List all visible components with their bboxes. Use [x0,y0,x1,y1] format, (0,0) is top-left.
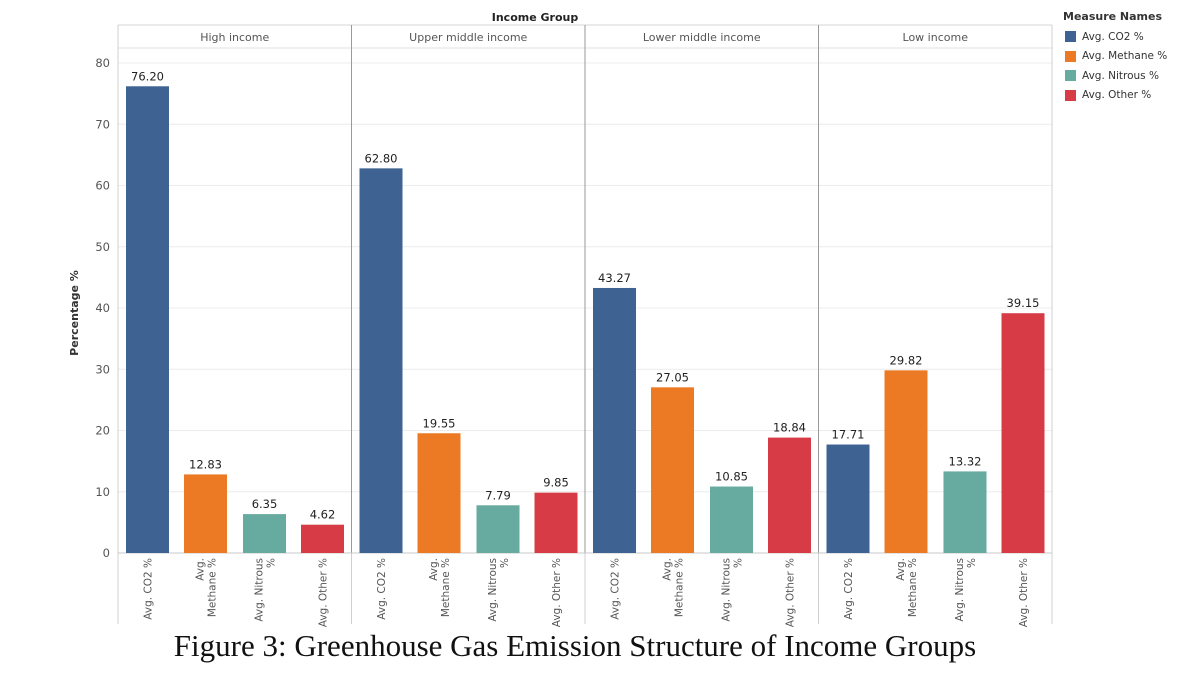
category-tick-label: Avg. Nitrous [487,558,499,622]
category-tick-label: Avg. CO2 % [610,558,622,620]
y-tick-label: 50 [95,240,110,254]
bar [534,492,578,553]
y-tick-label: 40 [95,301,110,315]
category-tick-label: Avg. [428,558,440,581]
category-tick-label: % [966,558,978,568]
category-tick-label: Avg. [195,558,207,581]
legend-label: Avg. Other % [1082,89,1152,102]
y-tick-label: 70 [95,117,110,131]
category-tick-label: Avg. Nitrous [254,558,266,622]
group-header-label: High income [200,31,269,44]
legend-item-nitrous[interactable]: Avg. Nitrous % [1063,66,1167,86]
y-tick-label: 20 [95,424,110,438]
data-label: 76.20 [131,69,164,83]
bar [359,168,403,553]
data-label: 6.35 [252,497,278,511]
legend-swatch [1065,31,1076,43]
category-tick-label: Avg. Other % [551,558,563,627]
category-tick-label: Avg. CO2 % [843,558,855,620]
data-label: 7.79 [485,488,511,502]
data-label: 10.85 [715,470,748,484]
legend-item-co2[interactable]: Avg. CO2 % [1063,27,1167,47]
category-tick-label: Avg. CO2 % [143,558,155,620]
data-label: 4.62 [310,508,336,522]
category-tick-label: Avg. Other % [318,558,330,627]
category-tick-label: Methane % [440,558,452,617]
category-tick-label: Avg. CO2 % [376,558,388,620]
data-label: 18.84 [773,421,806,435]
bar [593,287,636,553]
y-axis-label: Percentage % [68,270,81,356]
data-label: 39.15 [1007,296,1040,310]
legend-swatch [1065,70,1076,82]
category-tick-label: Methane % [674,558,686,617]
legend-title: Measure Names [1063,10,1163,23]
bar [476,505,520,553]
data-label: 27.05 [656,370,689,384]
category-tick-label: % [266,558,278,568]
category-tick-label: Avg. Other % [1018,558,1030,627]
data-label: 43.27 [598,271,631,285]
y-tick-label: 60 [95,179,110,193]
category-tick-label: Avg. Nitrous [954,558,966,622]
bar [1001,313,1045,553]
category-tick-label: Avg. Nitrous [721,558,733,622]
bar [768,437,811,553]
category-tick-label: Avg. [895,558,907,581]
data-label: 29.82 [890,353,923,367]
figure-caption: Figure 3: Greenhouse Gas Emission Struct… [173,628,977,663]
bar [301,524,344,553]
legend-item-methane[interactable]: Avg. Methane % [1063,47,1167,67]
bar [243,514,286,553]
y-tick-label: 30 [95,362,110,376]
bar [943,471,987,553]
data-label: 19.55 [423,416,456,430]
data-label: 62.80 [365,151,398,165]
y-tick-label: 80 [95,56,110,70]
y-tick-label: 10 [95,485,110,499]
data-label: 12.83 [189,457,222,471]
bar [651,387,694,553]
category-tick-label: Methane % [207,558,219,617]
bar [884,370,928,553]
y-tick-label: 0 [103,546,110,560]
category-tick-label: % [499,558,511,568]
legend-label: Avg. CO2 % [1082,30,1144,43]
legend-label: Avg. Methane % [1082,50,1168,63]
bar [184,474,227,553]
legend-swatch [1065,89,1076,101]
category-tick-label: Avg. Other % [785,558,797,627]
bar [826,444,870,553]
group-header-label: Upper middle income [409,31,527,44]
group-header-label: Lower middle income [643,31,761,44]
data-label: 9.85 [543,476,569,490]
category-tick-label: Avg. [662,558,674,581]
legend-swatch [1065,50,1076,62]
bar [126,86,169,554]
legend: Measure Names Avg. CO2 % Avg. Methane % … [1063,10,1167,105]
legend-item-other[interactable]: Avg. Other % [1063,86,1167,106]
category-tick-label: Methane % [907,558,919,617]
data-label: 17.71 [832,428,865,442]
data-label: 13.32 [949,454,982,468]
column-header-label: Income Group [492,11,579,24]
bar [417,433,461,553]
category-tick-label: % [733,558,745,568]
group-header-label: Low income [903,31,969,44]
bar [710,486,753,553]
legend-label: Avg. Nitrous % [1082,69,1159,82]
